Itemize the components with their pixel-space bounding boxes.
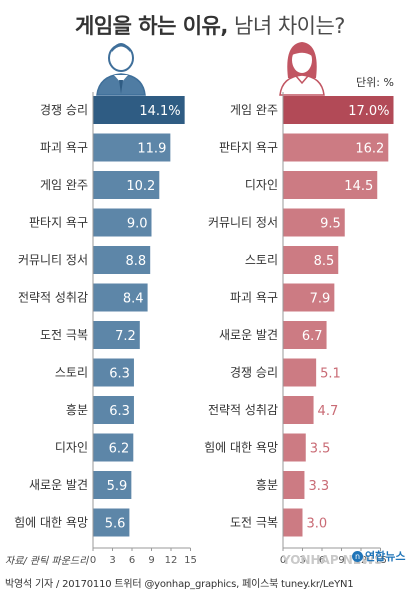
male-category-label: 도전 극복 [40,328,88,342]
male-avatar-icon [96,43,146,96]
female-category-label: 커뮤니티 정서 [208,216,278,230]
female-value-label: 3.3 [308,479,329,494]
female-value-label: 6.7 [302,329,323,344]
male-value-label: 6.3 [109,367,130,382]
female-bar [283,508,303,537]
female-category-label: 디자인 [245,178,278,192]
male-value-label: 14.1% [139,104,180,119]
female-bar [283,358,317,387]
male-category-label: 흥분 [66,403,88,417]
male-value-label: 10.2 [126,179,155,194]
female-bar [283,246,339,274]
male-tick-label: 12 [165,555,178,566]
logo: n 연합뉴스 [352,548,405,564]
male-chart: 경쟁 승리 14.1% 파괴 욕구 11.9 게임 완주 10.2 판타지 욕구 9.0 커뮤니… [14,92,197,566]
female-value-label: 17.0% [348,104,389,119]
male-category-label: 힘에 대한 욕망 [14,516,88,530]
male-tick-label: 3 [109,555,115,566]
female-bar [283,171,378,199]
female-value-label: 5.1 [320,367,341,382]
female-value-label: 7.9 [310,292,331,307]
male-bar [93,133,171,162]
male-category-label: 전략적 성취감 [18,291,88,305]
female-value-label: 3.0 [307,517,328,532]
male-value-label: 11.9 [137,142,166,157]
male-tick-label: 6 [129,555,135,566]
female-category-label: 파괴 욕구 [230,291,278,305]
source-note: 자료/ 콴틱 파운드리 [5,556,89,567]
male-value-label: 6.3 [109,404,130,419]
male-bar [93,396,134,424]
female-bar [283,96,394,124]
male-category-label: 게임 완주 [40,178,88,192]
female-category-label: 판타지 욕구 [219,141,278,155]
logo-mark-icon: n [352,550,363,562]
female-tick-label: 15 [374,555,387,566]
male-value-label: 6.2 [109,442,130,457]
female-tick-label: 6 [319,555,325,566]
female-value-label: 14.5 [344,179,373,194]
female-bar [283,321,327,349]
female-avatar-icon [279,42,325,96]
female-bar [283,283,335,312]
male-tick-label: 15 [184,555,197,566]
male-value-label: 7.2 [115,329,136,344]
female-category-label: 전략적 성취감 [208,403,278,417]
female-category-label: 도전 극복 [230,516,278,530]
male-value-label: 8.8 [126,254,147,269]
female-category-label: 스토리 [245,253,278,267]
male-bar [93,471,132,499]
female-value-label: 4.7 [318,404,339,419]
unit-label: 단위: % [356,76,394,89]
male-category-label: 새로운 발견 [29,478,88,492]
male-bar [93,171,160,199]
male-bar [93,283,148,312]
male-bar [93,433,134,462]
female-value-label: 9.5 [320,217,341,232]
female-category-label: 경쟁 승리 [230,366,278,380]
female-bar [283,433,306,462]
male-bar [93,208,152,237]
male-value-label: 5.9 [107,479,128,494]
credit-line: 박영석 기자 / 20170110 트위터 @yonhap_graphics, … [5,579,354,590]
male-value-label: 9.0 [127,217,148,232]
female-value-label: 8.5 [314,254,335,269]
title-main: 게임을 하는 이유, [75,14,228,38]
male-category-label: 파괴 욕구 [40,141,88,155]
female-category-label: 게임 완주 [230,103,278,117]
male-category-label: 경쟁 승리 [40,103,88,117]
female-tick-label: 0 [280,555,286,566]
female-category-label: 힘에 대한 욕망 [204,441,278,455]
female-category-label: 흥분 [256,478,278,492]
male-value-label: 5.6 [105,517,126,532]
female-bar [283,396,314,424]
male-category-label: 스토리 [55,366,88,380]
male-bar [93,96,185,124]
female-tick-label: 9 [338,555,344,566]
female-tick-label: 3 [299,555,305,566]
male-tick-label: 0 [90,555,96,566]
male-bar [93,321,140,349]
page-title: 게임을 하는 이유, 남녀 차이는? [0,10,420,40]
male-bar [93,358,134,387]
logo-text: 연합뉴스 [365,550,406,563]
female-bar [283,133,389,162]
female-bar [283,208,345,237]
male-value-label: 8.4 [123,292,144,307]
male-category-label: 커뮤니티 정서 [18,253,88,267]
male-category-label: 판타지 욕구 [29,216,88,230]
male-bar [93,508,130,537]
female-value-label: 3.5 [310,442,331,457]
female-value-label: 16.2 [355,142,384,157]
title-sub: 남녀 차이는? [227,14,345,38]
female-category-label: 새로운 발견 [219,328,278,342]
male-tick-label: 9 [148,555,154,566]
female-bar [283,471,305,499]
male-category-label: 디자인 [55,441,88,455]
female-chart: 게임 완주 17.0% 판타지 욕구 16.2 디자인 14.5 커뮤니티 정서 9.5 스토리… [204,92,394,566]
male-bar [93,246,151,274]
